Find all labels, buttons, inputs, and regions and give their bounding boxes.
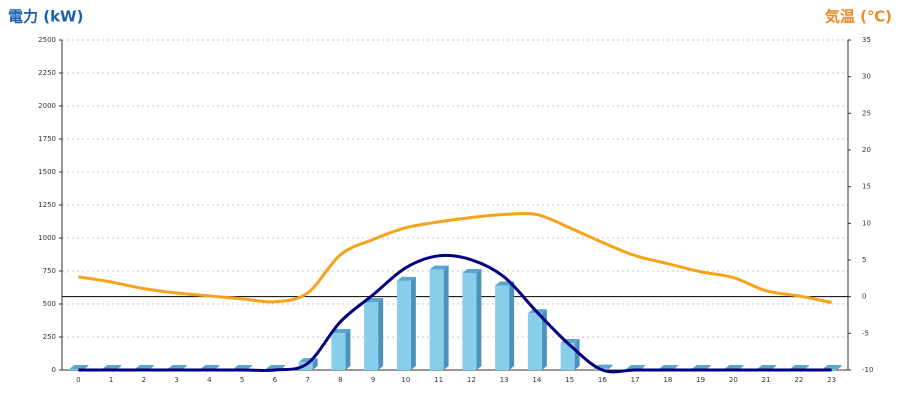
bar bbox=[331, 333, 346, 370]
y-tick-label: 500 bbox=[43, 300, 56, 308]
bar-top bbox=[396, 276, 416, 281]
bar-side bbox=[509, 281, 515, 370]
bar-side bbox=[607, 364, 613, 370]
x-tick-label: 19 bbox=[696, 376, 705, 384]
bar-top bbox=[658, 365, 678, 369]
x-tick-label: 4 bbox=[207, 376, 212, 384]
bar-top bbox=[462, 268, 482, 273]
x-tick-label: 22 bbox=[794, 376, 803, 384]
bar-top bbox=[167, 365, 187, 369]
bar bbox=[527, 313, 542, 370]
bar bbox=[429, 269, 444, 370]
bar-top bbox=[691, 365, 711, 369]
y-tick-label: 2500 bbox=[38, 36, 56, 44]
y2-tick-label: 20 bbox=[862, 146, 871, 154]
bar bbox=[364, 302, 379, 370]
x-tick-label: 20 bbox=[729, 376, 738, 384]
x-tick-label: 23 bbox=[827, 376, 836, 384]
y2-tick-label: 25 bbox=[862, 109, 871, 117]
bar-top bbox=[69, 365, 89, 369]
bar-side bbox=[836, 365, 842, 370]
x-tick-label: 6 bbox=[273, 376, 278, 384]
x-tick-label: 9 bbox=[371, 376, 375, 384]
bar-top bbox=[757, 365, 777, 369]
x-tick-label: 0 bbox=[76, 376, 80, 384]
y-tick-label: 1500 bbox=[38, 168, 56, 176]
y-tick-label: 250 bbox=[43, 333, 56, 341]
bar bbox=[560, 342, 575, 370]
bar-top bbox=[102, 365, 122, 369]
y2-tick-label: 5 bbox=[862, 256, 866, 264]
bar bbox=[396, 280, 411, 370]
y2-tick-label: 15 bbox=[862, 183, 871, 191]
y-tick-label: 2250 bbox=[38, 69, 56, 77]
bar-side bbox=[312, 358, 318, 370]
y-tick-label: 2000 bbox=[38, 102, 56, 110]
y-tick-label: 1750 bbox=[38, 135, 56, 143]
bar-side bbox=[345, 329, 351, 370]
x-tick-label: 2 bbox=[142, 376, 146, 384]
y2-axis-title: 気温 (℃) bbox=[825, 8, 892, 26]
bar-top bbox=[134, 365, 154, 369]
bar-top bbox=[233, 365, 253, 369]
bar-top bbox=[200, 365, 220, 369]
y2-tick-label: 35 bbox=[862, 36, 871, 44]
x-tick-label: 7 bbox=[305, 376, 309, 384]
bar bbox=[69, 369, 84, 370]
bar-side bbox=[574, 338, 580, 370]
bar-top bbox=[822, 365, 842, 369]
x-tick-label: 11 bbox=[434, 376, 443, 384]
y-tick-label: 1250 bbox=[38, 201, 56, 209]
y2-tick-label: -5 bbox=[862, 329, 869, 337]
x-tick-label: 1 bbox=[109, 376, 113, 384]
x-tick-label: 14 bbox=[532, 376, 541, 384]
bar-top bbox=[331, 329, 351, 334]
y-tick-label: 0 bbox=[52, 366, 56, 374]
bar-side bbox=[443, 265, 449, 370]
bar-top bbox=[265, 365, 285, 369]
y2-tick-label: 10 bbox=[862, 219, 871, 227]
x-tick-label: 15 bbox=[565, 376, 574, 384]
bar bbox=[462, 272, 477, 370]
x-tick-label: 3 bbox=[174, 376, 178, 384]
bar-top bbox=[789, 365, 809, 369]
x-tick-label: 16 bbox=[598, 376, 607, 384]
bar-top bbox=[724, 365, 744, 369]
x-tick-label: 21 bbox=[762, 376, 771, 384]
bar bbox=[495, 285, 510, 370]
y-tick-label: 750 bbox=[43, 267, 56, 275]
bar-side bbox=[541, 309, 547, 370]
bar-side bbox=[410, 276, 416, 370]
line bbox=[78, 211, 832, 305]
y2-tick-label: -10 bbox=[862, 366, 873, 374]
bar-top bbox=[626, 365, 646, 369]
x-tick-label: 13 bbox=[500, 376, 509, 384]
x-tick-label: 5 bbox=[240, 376, 244, 384]
line bbox=[78, 253, 832, 374]
x-tick-label: 8 bbox=[338, 376, 342, 384]
x-tick-label: 17 bbox=[631, 376, 640, 384]
y2-tick-label: 30 bbox=[862, 73, 871, 81]
bar-side bbox=[476, 268, 482, 370]
bar-top bbox=[429, 265, 449, 270]
bar-side bbox=[378, 298, 384, 370]
y-axis-title: 電力 (kW) bbox=[8, 8, 83, 26]
x-tick-label: 12 bbox=[467, 376, 476, 384]
y-tick-label: 1000 bbox=[38, 234, 56, 242]
x-tick-label: 18 bbox=[663, 376, 672, 384]
x-tick-label: 10 bbox=[401, 376, 410, 384]
y2-tick-label: 0 bbox=[862, 293, 866, 301]
